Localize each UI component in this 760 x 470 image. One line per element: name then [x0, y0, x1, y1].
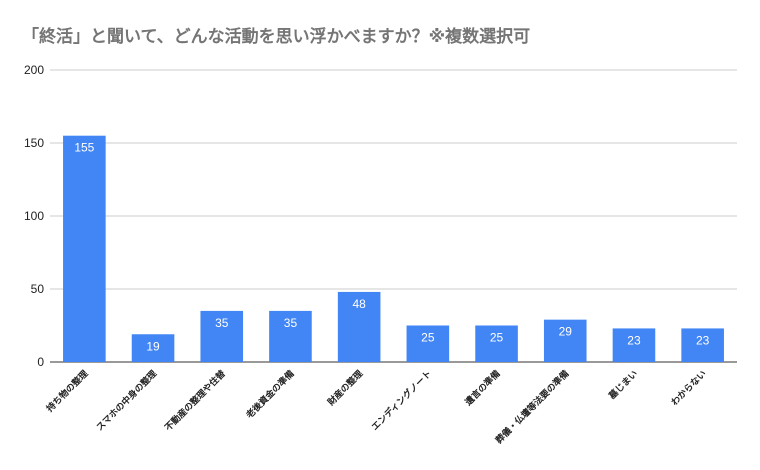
x-tick-label: エンディングノート	[369, 368, 434, 433]
bar	[612, 328, 656, 362]
bar	[131, 334, 175, 362]
bar	[200, 310, 244, 362]
data-label: 35	[215, 316, 229, 330]
y-tick-label: 150	[24, 136, 44, 150]
x-tick-label: 葬儀・仏壇等法要の準備	[493, 368, 571, 446]
x-tick-label: 不動産の整理や住替	[162, 367, 228, 433]
bar	[543, 319, 587, 362]
x-tick-label: 老後資金の準備	[243, 368, 297, 422]
bar	[63, 135, 106, 362]
data-label: 155	[74, 141, 94, 155]
data-label: 25	[421, 331, 435, 345]
bar	[337, 291, 381, 362]
x-tick-label: わからない	[669, 368, 709, 408]
chart-title: 「終活」と聞いて、どんな活動を思い浮かべますか？※複数選択可	[22, 27, 531, 47]
y-tick-label: 0	[37, 355, 44, 369]
data-label: 48	[352, 297, 366, 311]
y-tick-label: 200	[24, 63, 44, 77]
data-label: 29	[559, 325, 573, 339]
data-label: 35	[284, 316, 298, 330]
data-label: 25	[490, 331, 504, 345]
x-tick-label: 遺言の準備	[462, 368, 503, 409]
x-tick-label: 墓じまい	[605, 368, 640, 403]
data-label: 23	[627, 333, 641, 347]
data-label: 23	[696, 333, 710, 347]
y-tick-label: 100	[24, 209, 44, 223]
bar	[475, 325, 518, 362]
bar	[681, 328, 724, 362]
y-tick-label: 50	[31, 282, 45, 296]
x-tick-label: 持ち物の整理	[44, 368, 91, 415]
data-label: 19	[146, 339, 160, 353]
x-tick-label: 財産の整理	[324, 368, 365, 409]
bar	[406, 325, 450, 362]
x-tick-label: スマホの中身の整理	[94, 368, 160, 434]
bar	[269, 310, 312, 362]
